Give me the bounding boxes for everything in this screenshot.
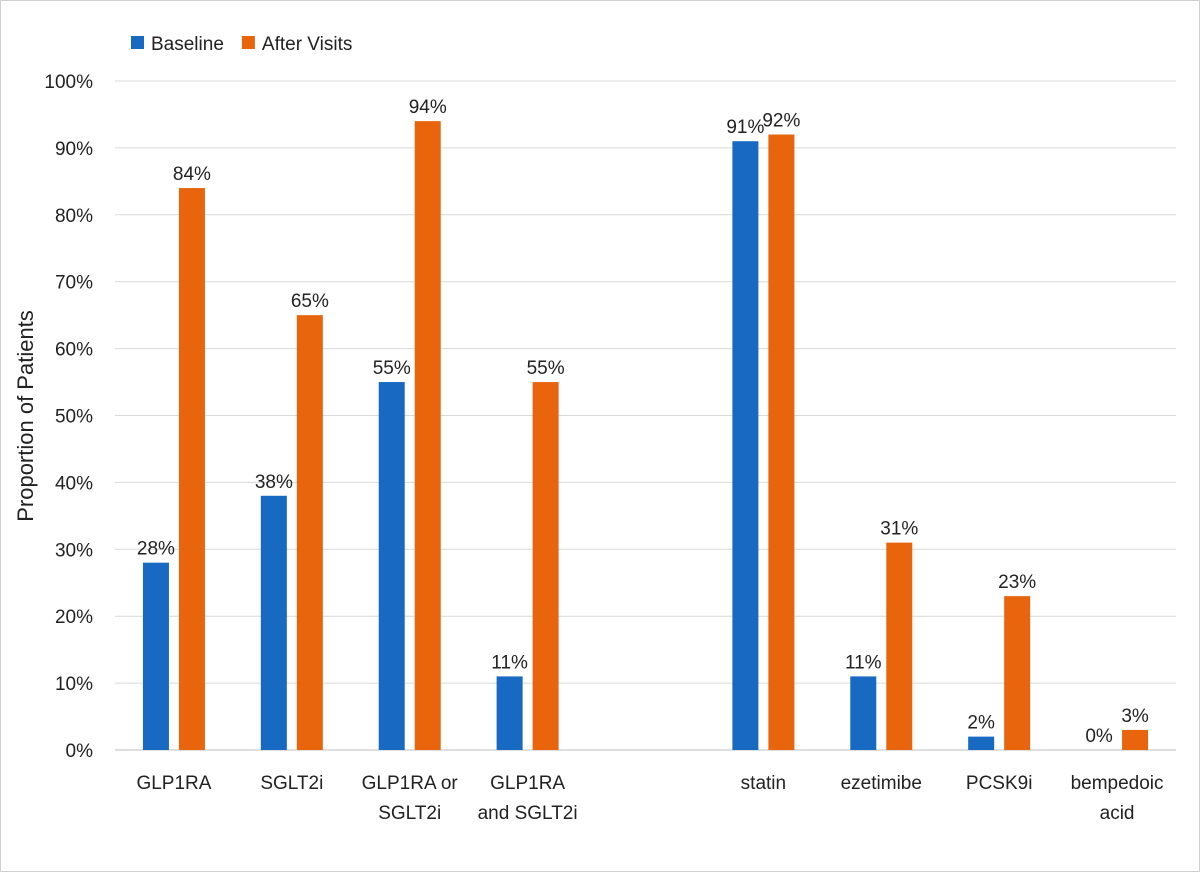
data-label: 94% — [409, 97, 447, 118]
bar-after-visits — [886, 542, 913, 750]
bar-after-visits — [1122, 729, 1149, 750]
x-category-label: SGLT2i — [378, 803, 441, 824]
data-label: 28% — [137, 539, 175, 560]
data-label: 31% — [880, 519, 918, 540]
bar-baseline — [142, 562, 169, 750]
x-category-label: SGLT2i — [260, 773, 323, 794]
legend: Baseline After Visits — [131, 34, 352, 55]
x-category-label: PCSK9i — [966, 773, 1033, 794]
data-label: 65% — [291, 291, 329, 312]
data-label: 91% — [726, 117, 764, 138]
bar-after-visits — [768, 134, 795, 750]
bar-after-visits — [178, 188, 205, 751]
data-label: 55% — [373, 358, 411, 379]
bar-after-visits — [414, 121, 441, 750]
x-category-label: and SGLT2i — [478, 803, 578, 824]
bar-after-visits — [1004, 596, 1031, 750]
bar-baseline — [968, 736, 995, 750]
y-tick-label: 50% — [55, 407, 93, 428]
bars — [142, 121, 1149, 751]
bar-baseline — [850, 676, 877, 750]
data-label: 38% — [255, 472, 293, 493]
x-category-label: bempedoic — [1071, 773, 1164, 794]
x-category-label: GLP1RA or — [362, 773, 459, 794]
data-labels: 28% 38% 55% 11% 91% 11% 2% 0% 84% 65% 94% 55% 92% 31%… — [137, 97, 1149, 747]
y-axis-title: Proportion of Patients — [13, 310, 38, 522]
y-tick-label: 30% — [55, 540, 93, 561]
legend-swatch-after-visits — [241, 36, 255, 49]
y-tick-label: 90% — [55, 139, 93, 160]
legend-label-after-visits: After Visits — [262, 34, 352, 55]
x-category-label: GLP1RA — [136, 773, 211, 794]
data-label: 0% — [1085, 726, 1113, 747]
x-category-label: GLP1RA — [490, 773, 565, 794]
data-label: 55% — [527, 358, 565, 379]
bar-after-visits — [296, 315, 323, 750]
data-label: 11% — [845, 652, 882, 673]
data-label: 2% — [967, 713, 995, 734]
bar-baseline — [378, 382, 405, 750]
y-tick-label: 20% — [55, 607, 93, 628]
x-category-label: statin — [741, 773, 786, 794]
y-tick-label: 10% — [55, 674, 93, 695]
y-tick-label: 60% — [55, 340, 93, 361]
legend-label-baseline: Baseline — [151, 34, 224, 55]
x-category-label: acid — [1100, 803, 1135, 824]
data-label: 92% — [762, 111, 800, 132]
bar-baseline — [732, 141, 759, 750]
y-tick-label: 100% — [44, 72, 93, 93]
bar-baseline — [496, 676, 523, 750]
legend-swatch-baseline — [131, 36, 144, 49]
y-tick-label: 0% — [66, 741, 94, 762]
data-label: 3% — [1121, 706, 1149, 727]
x-category-label: ezetimibe — [841, 773, 922, 794]
data-label: 11% — [491, 652, 528, 673]
bar-after-visits — [532, 382, 559, 750]
data-label: 23% — [998, 572, 1036, 593]
y-tick-label: 70% — [55, 273, 93, 294]
y-tick-label: 80% — [55, 206, 93, 227]
y-tick-label: 40% — [55, 473, 93, 494]
y-axis: 0% 10% 20% 30% 40% 50% 60% 70% 80% 90% 100% — [44, 72, 93, 762]
data-label: 84% — [173, 164, 211, 185]
x-axis-categories: GLP1RA SGLT2i GLP1RA or SGLT2i GLP1RA and SGL… — [136, 773, 1163, 824]
gridlines — [115, 80, 1176, 751]
bar-baseline — [260, 495, 287, 750]
